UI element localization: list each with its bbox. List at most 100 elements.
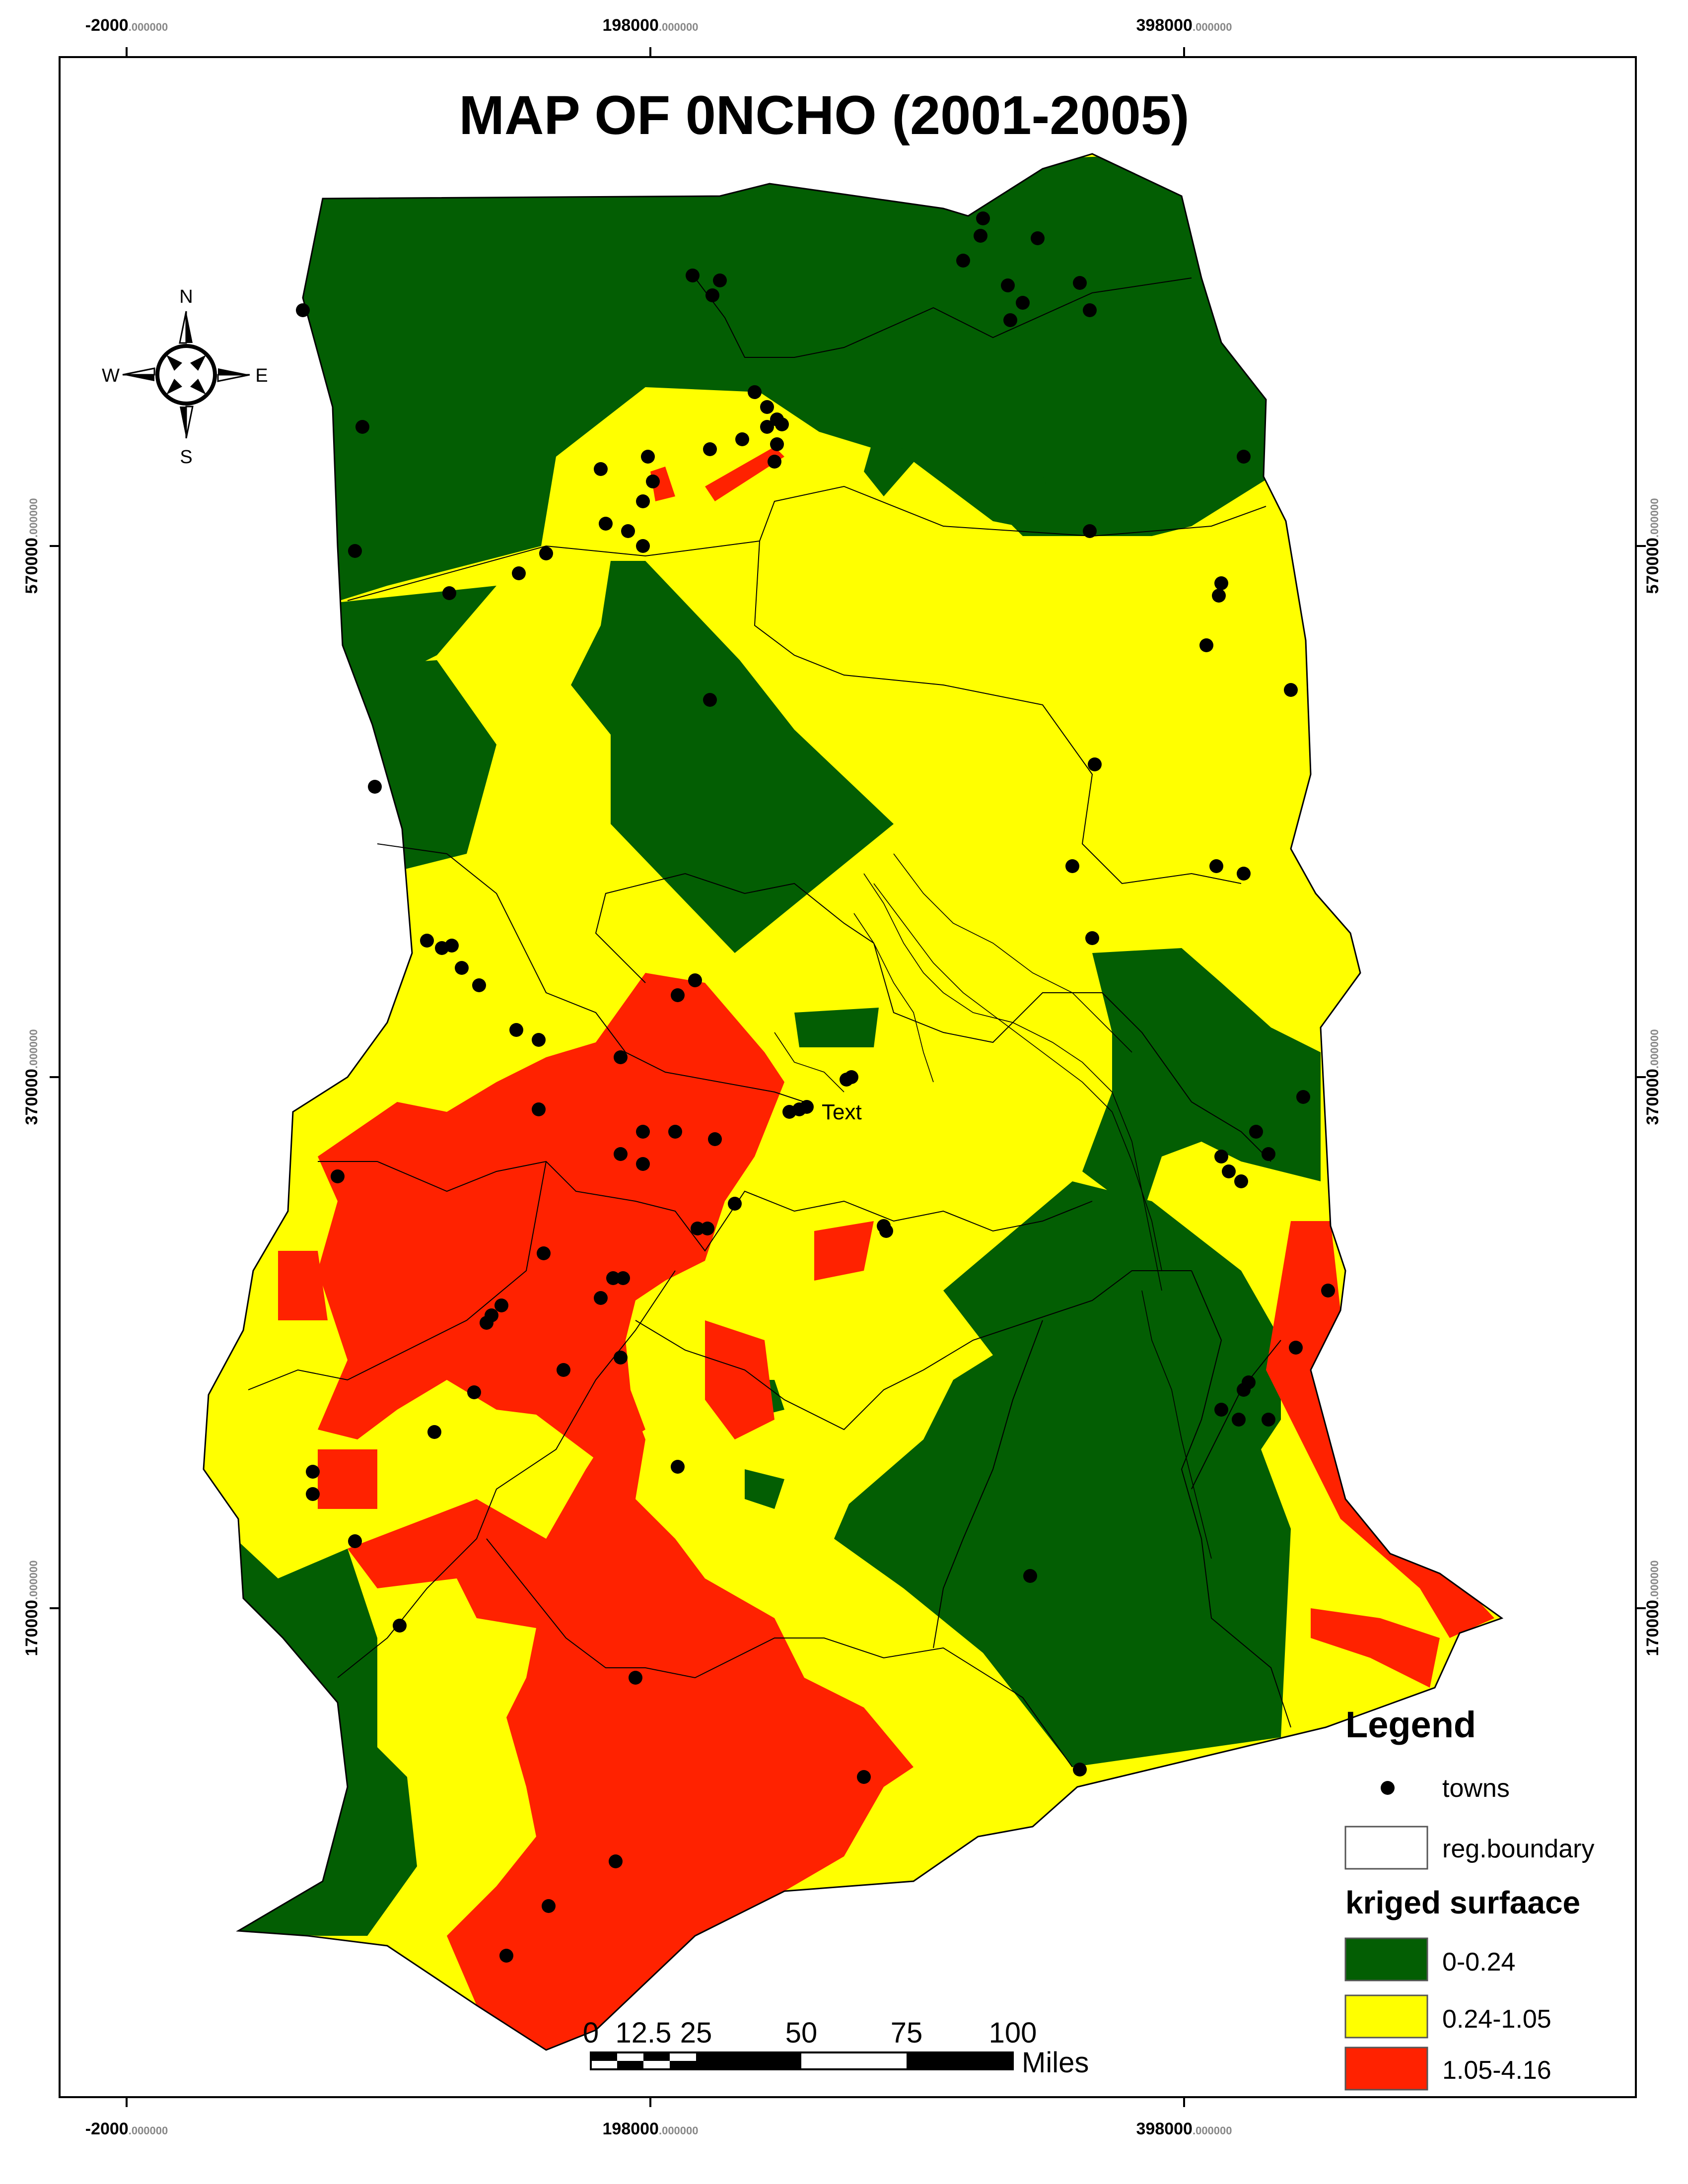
town-marker <box>728 1197 742 1211</box>
legend-boundary-label: reg.boundary <box>1442 1835 1594 1863</box>
scale-tick-label: 0 <box>583 2017 599 2049</box>
graticule-ticks <box>50 47 1646 2107</box>
legend-title: Legend <box>1345 1704 1476 1745</box>
left-tick-label: 170000.000000 <box>22 1561 41 1656</box>
town-marker <box>331 1169 345 1183</box>
town-marker <box>1321 1284 1335 1297</box>
town-marker <box>974 229 987 243</box>
town-marker <box>616 1271 630 1285</box>
town-marker <box>509 1023 523 1037</box>
town-marker <box>467 1385 481 1399</box>
regional-boundaries <box>248 277 1291 1768</box>
town-marker <box>512 566 526 580</box>
town-marker <box>1237 867 1251 881</box>
town-marker <box>1083 303 1097 317</box>
town-marker <box>537 1246 551 1260</box>
town-marker <box>760 420 774 434</box>
town-marker <box>641 450 655 464</box>
town-marker <box>355 420 369 434</box>
town-marker <box>614 1147 628 1161</box>
town-marker <box>455 961 469 975</box>
town-marker <box>532 1102 546 1116</box>
town-marker <box>768 455 781 469</box>
town-marker <box>557 1363 570 1377</box>
left-tick-label: 370000.000000 <box>22 1029 41 1125</box>
town-marker <box>1199 638 1213 652</box>
town-marker <box>494 1298 508 1312</box>
town-marker <box>646 475 660 488</box>
class-1.05-4.16-areas <box>278 447 1494 2050</box>
town-marker <box>348 1534 362 1548</box>
top-tick-label: 398000.000000 <box>1136 16 1232 35</box>
legend: Legend towns reg.boundary kriged surfaac… <box>1344 1704 1594 2091</box>
legend-class-label: 0.24-1.05 <box>1442 2005 1551 2034</box>
town-marker <box>703 442 717 456</box>
town-marker <box>686 269 700 282</box>
town-marker <box>1222 1164 1236 1178</box>
compass-s: S <box>180 447 192 468</box>
bottom-tick-label: 398000.000000 <box>1136 2119 1232 2138</box>
town-marker <box>671 1460 685 1474</box>
town-marker <box>1262 1413 1275 1427</box>
scale-tick-label: 25 <box>680 2017 712 2049</box>
town-marker <box>1085 931 1099 945</box>
left-tick-label: 570000.000000 <box>22 498 41 594</box>
top-tick-label: 198000.000000 <box>603 16 699 35</box>
town-marker <box>296 303 310 317</box>
map-title: MAP OF 0NCHO (2001-2005) <box>459 85 1189 146</box>
town-marker <box>609 1854 623 1868</box>
legend-towns-label: towns <box>1442 1774 1510 1803</box>
class-0-0.24-areas <box>204 154 1321 1936</box>
legend-class-label: 1.05-4.16 <box>1442 2056 1551 2085</box>
town-marker <box>1003 313 1017 327</box>
bottom-tick-label: 198000.000000 <box>603 2119 699 2138</box>
town-marker <box>1234 1174 1248 1188</box>
town-marker <box>629 1671 642 1685</box>
town-marker <box>1031 231 1045 245</box>
town-marker <box>368 780 382 794</box>
town-marker <box>594 1291 608 1305</box>
town-marker <box>1209 859 1223 873</box>
bottom-tick-label: -2000.000000 <box>85 2119 168 2138</box>
scale-tick-label: 75 <box>891 2017 923 2049</box>
town-marker <box>636 539 650 553</box>
town-marker <box>748 385 762 399</box>
country-outline <box>203 153 1504 2051</box>
town-marker <box>499 1949 513 1963</box>
legend-class-label: 0-0.24 <box>1442 1948 1515 1977</box>
town-marker <box>427 1425 441 1439</box>
town-marker <box>1212 589 1226 603</box>
town-marker <box>393 1619 407 1633</box>
map-annotation-text: Text <box>822 1100 862 1124</box>
town-marker <box>1262 1147 1275 1161</box>
town-marker <box>705 288 719 302</box>
town-marker <box>1237 450 1251 464</box>
scale-unit-label: Miles <box>1022 2047 1089 2079</box>
town-marker <box>614 1050 628 1064</box>
town-marker <box>1016 296 1030 310</box>
town-marker <box>735 432 749 446</box>
north-arrow: N S E W <box>102 286 268 468</box>
town-marker <box>775 417 789 431</box>
town-marker <box>671 988 685 1002</box>
town-marker <box>857 1770 871 1784</box>
scale-bar: 0 12.5 25 50 75 100 Miles <box>583 2017 1089 2079</box>
town-marker <box>621 524 635 538</box>
town-marker <box>713 273 727 287</box>
town-marker <box>708 1132 722 1146</box>
town-marker <box>1073 1763 1087 1776</box>
legend-surface-title: kriged surfaace <box>1345 1885 1580 1920</box>
town-marker <box>701 1222 714 1235</box>
town-marker <box>614 1351 628 1365</box>
river-lines <box>774 853 1212 1559</box>
town-marker <box>703 693 717 707</box>
legend-class-swatch <box>1344 2047 1428 2091</box>
town-marker <box>956 254 970 268</box>
legend-class-swatch <box>1344 1937 1428 1981</box>
town-marker <box>1249 1125 1263 1139</box>
town-marker <box>1214 1150 1228 1163</box>
town-marker <box>442 586 456 600</box>
legend-class-swatch <box>1344 1994 1428 2039</box>
